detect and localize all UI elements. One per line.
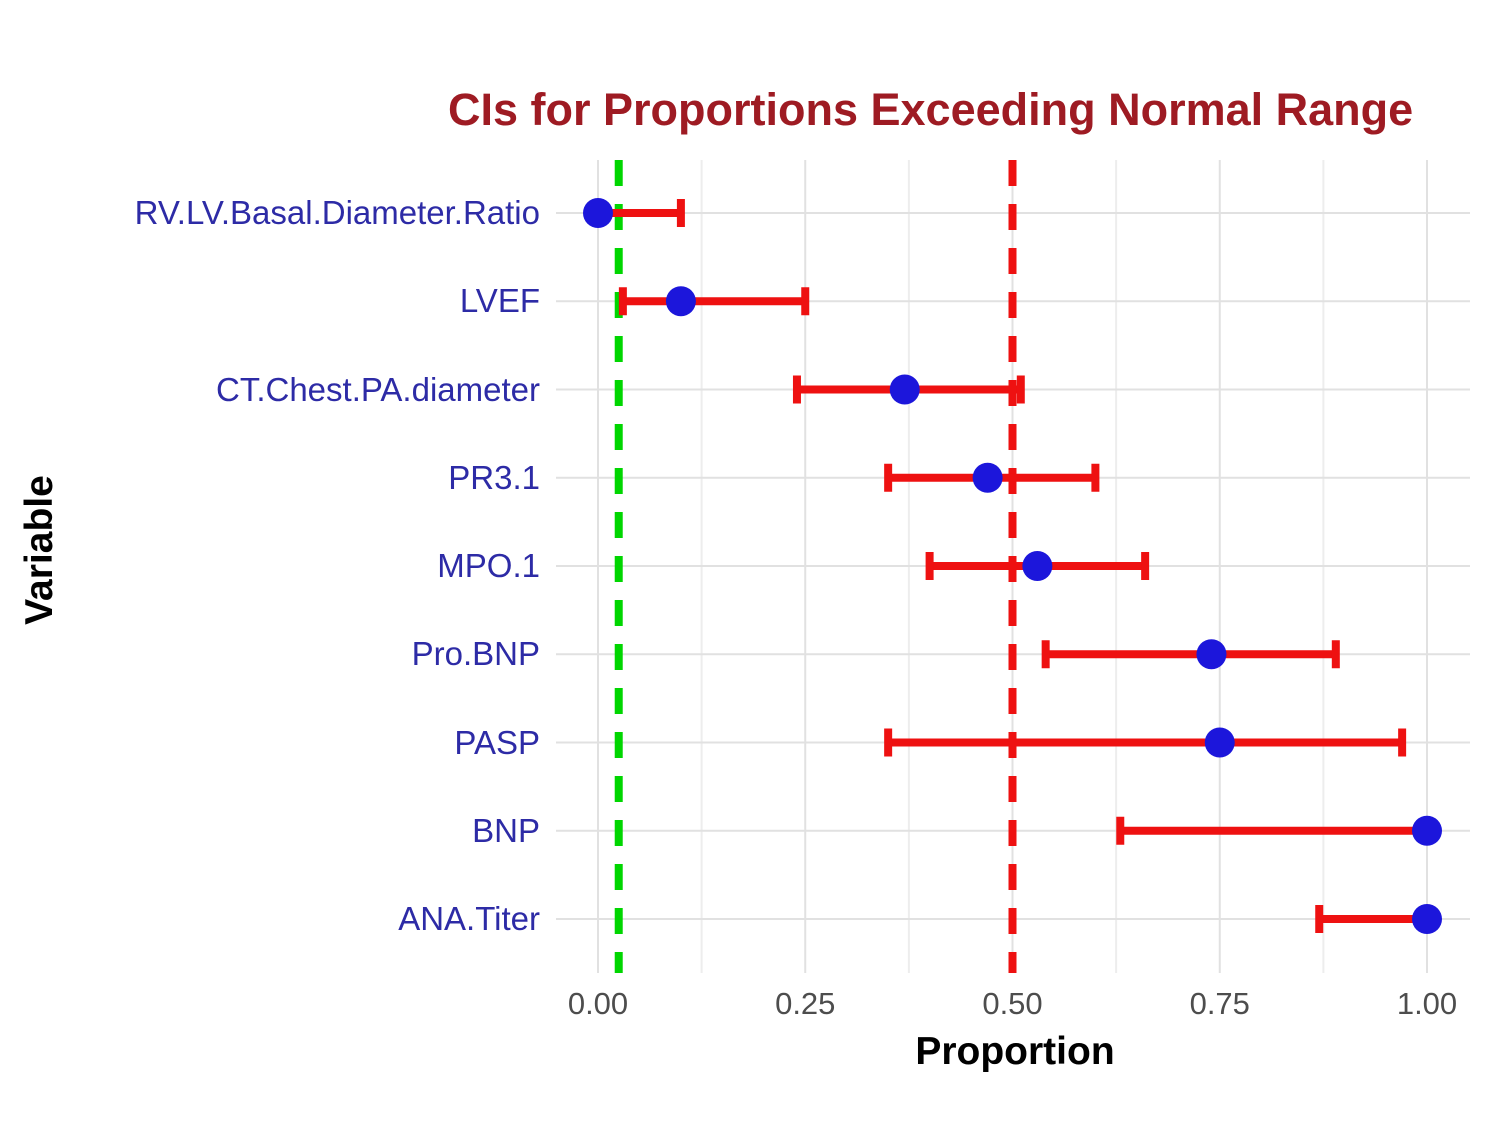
- y-axis-label: RV.LV.Basal.Diameter.Ratio: [134, 194, 540, 231]
- y-axis-label: MPO.1: [437, 547, 540, 584]
- data-point: [1412, 815, 1442, 846]
- x-tick-label: 0.00: [567, 986, 629, 1021]
- data-point: [1196, 639, 1227, 670]
- x-tick-label: 0.50: [982, 986, 1043, 1021]
- data-point: [583, 198, 613, 228]
- x-tick-label: 1.00: [1396, 986, 1458, 1021]
- data-point: [1204, 727, 1235, 758]
- y-axis-label: ANA.Titer: [398, 900, 540, 937]
- data-point: [1022, 551, 1053, 581]
- y-axis-label: PR3.1: [448, 458, 540, 496]
- x-tick-label: 0.25: [775, 986, 836, 1021]
- y-axis-label: LVEF: [459, 282, 540, 320]
- data-point: [972, 462, 1003, 493]
- chart-title: CIs for Proportions Exceeding Normal Ran…: [448, 84, 1414, 135]
- x-axis-title: Proportion: [915, 1030, 1115, 1073]
- y-axis-label: BNP: [472, 811, 540, 849]
- y-axis-label: PASP: [454, 723, 540, 761]
- x-tick-label: 0.75: [1189, 986, 1250, 1021]
- y-axis-label: CT.Chest.PA.diameter: [215, 370, 540, 408]
- data-point: [665, 286, 696, 317]
- data-point: [1412, 904, 1442, 934]
- y-axis-label: Pro.BNP: [411, 635, 540, 673]
- y-axis-title: Variable: [18, 475, 61, 625]
- data-point: [889, 374, 920, 405]
